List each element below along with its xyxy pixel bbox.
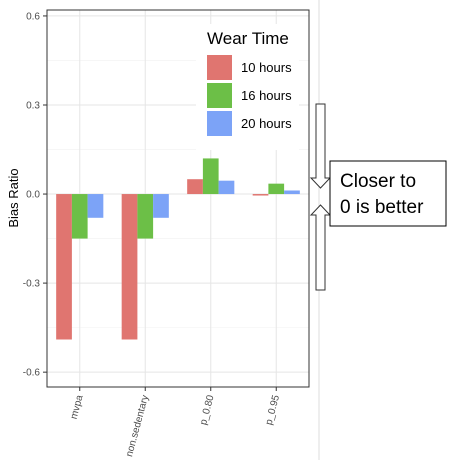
bar — [218, 180, 235, 195]
legend-label: 10 hours — [241, 60, 292, 75]
x-tick-label: p_0.80 — [198, 394, 217, 427]
bar — [121, 194, 138, 340]
x-tick-label: p_0.95 — [264, 394, 283, 427]
legend-items: 10 hours 16 hours 20 hours — [207, 55, 292, 136]
y-tick-label: -0.3 — [23, 279, 41, 290]
bar — [87, 194, 104, 218]
callout-line-2: 0 is better — [340, 197, 424, 218]
bar — [56, 194, 72, 340]
bar — [268, 183, 285, 195]
y-tick-label: -0.6 — [23, 368, 41, 379]
legend-title: Wear Time — [207, 29, 289, 48]
callout-line-1: Closer to — [340, 171, 416, 192]
x-axis: mvpa non.sedentary p_0.80 p_0.95 — [69, 387, 283, 458]
y-tick-label: 0.6 — [26, 11, 40, 22]
x-tick-label: mvpa — [69, 394, 86, 421]
up-arrow-icon — [309, 204, 332, 291]
legend-key — [207, 111, 232, 136]
legend-key — [207, 55, 232, 80]
y-tick-label: 0.0 — [26, 190, 40, 201]
bar — [187, 179, 203, 195]
plot-panel-border — [46, 9, 310, 388]
bar — [153, 194, 169, 218]
bar — [137, 194, 154, 239]
legend-label: 16 hours — [241, 88, 292, 103]
down-arrow-icon — [309, 103, 332, 189]
y-tick-label: 0.3 — [26, 100, 40, 111]
y-axis: 0.6 0.3 0.0 -0.3 -0.6 — [23, 11, 47, 379]
bar — [252, 194, 269, 196]
legend-key — [207, 83, 232, 108]
legend: Wear Time 10 hours 16 hours 20 hours — [196, 24, 299, 150]
bar — [202, 158, 219, 195]
y-axis-title: Bias Ratio — [6, 168, 21, 227]
x-tick-label: non.sedentary — [124, 394, 151, 458]
callout-box — [329, 160, 447, 227]
legend-label: 20 hours — [241, 116, 292, 131]
bars-layer — [56, 158, 300, 340]
bar — [71, 194, 88, 239]
bar — [284, 190, 300, 195]
